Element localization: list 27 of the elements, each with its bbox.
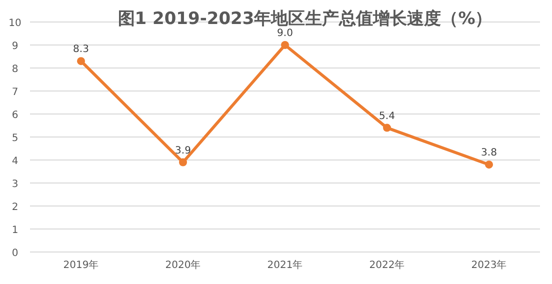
data-label: 9.0 (277, 28, 293, 39)
x-tick-label: 2020年 (165, 259, 201, 271)
y-tick-label: 0 (12, 248, 18, 259)
point (77, 57, 85, 66)
data-label: 3.8 (481, 148, 497, 159)
y-tick-label: 9 (12, 41, 18, 52)
x-tick-label: 2019年 (63, 259, 99, 271)
chart-title: 图1 2019-2023年地区生产总值增长速度（%） (118, 9, 492, 29)
y-tick-label: 5 (12, 133, 18, 144)
x-tick-label: 2023年 (471, 259, 507, 271)
point (281, 41, 289, 49)
y-tick-label: 6 (12, 110, 18, 121)
data-label: 3.9 (175, 145, 191, 156)
point (383, 124, 391, 132)
data-label: 5.4 (379, 110, 395, 122)
y-tick-label: 8 (12, 64, 18, 75)
y-tick-label: 2 (12, 202, 18, 213)
y-tick-label: 1 (12, 225, 18, 236)
x-tick-label: 2021年 (267, 259, 303, 271)
y-tick-label: 10 (8, 18, 22, 29)
point (179, 158, 187, 166)
point (485, 160, 493, 169)
y-tick-label: 7 (12, 87, 18, 98)
x-tick-label: 2022年 (369, 259, 405, 271)
data-label: 8.3 (73, 44, 89, 56)
y-tick-label: 3 (12, 179, 18, 190)
y-tick-label: 4 (12, 156, 18, 167)
